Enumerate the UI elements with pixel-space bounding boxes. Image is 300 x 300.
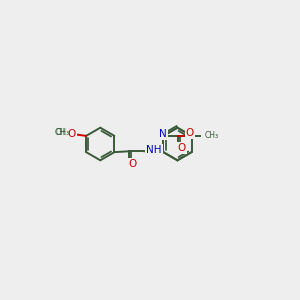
Text: O: O [186,128,194,138]
Text: O: O [178,143,186,153]
Text: CH₃: CH₃ [56,128,70,137]
Text: CH₃: CH₃ [55,128,69,137]
Text: NH: NH [146,146,162,155]
Text: O: O [65,129,73,139]
Text: CH₃: CH₃ [205,131,219,140]
Text: O: O [128,159,136,169]
Text: O: O [68,129,76,139]
Text: N: N [159,129,167,139]
